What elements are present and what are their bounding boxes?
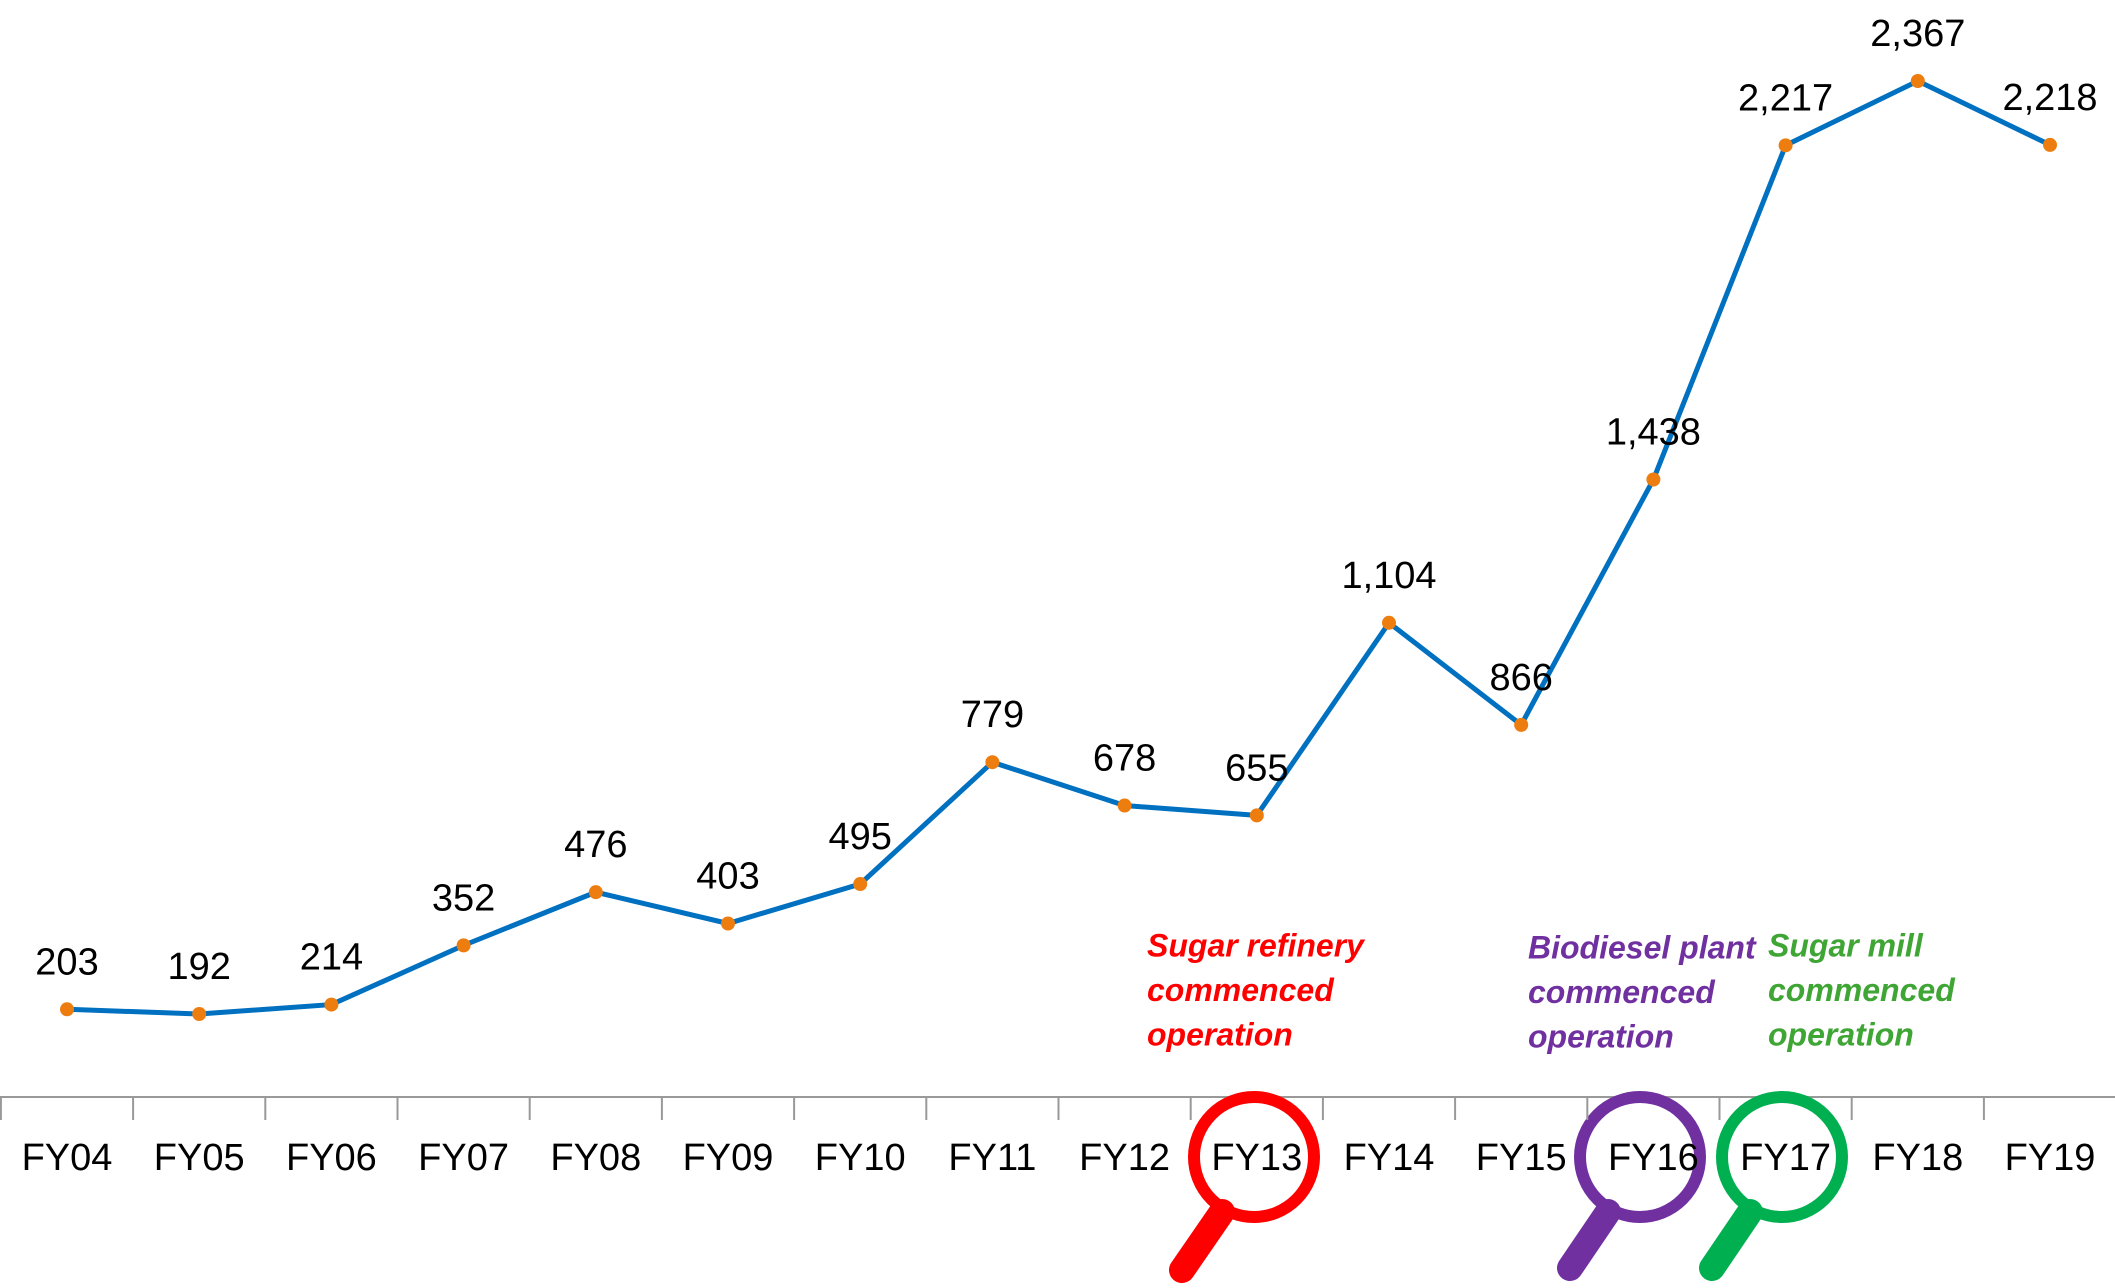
x-tick-label: FY19 [2005, 1137, 2096, 1179]
annotation: commenced [1528, 974, 1716, 1010]
point [588, 885, 603, 900]
x-tick-label: FY13 [1211, 1137, 1302, 1179]
magnifier [1699, 1091, 1848, 1281]
x-tick-label: FY10 [815, 1137, 906, 1179]
point [1646, 472, 1661, 487]
x-tick-label: FY06 [286, 1137, 377, 1179]
point [985, 755, 1000, 770]
point [1910, 74, 1925, 88]
x-tick-label: FY15 [1476, 1137, 1567, 1179]
x-tick-label: FY07 [418, 1137, 509, 1179]
data-label: 495 [828, 816, 891, 858]
data-label: 2,217 [1738, 77, 1833, 119]
data-label: 655 [1225, 747, 1288, 789]
point [324, 997, 339, 1012]
point [2043, 137, 2057, 152]
data-label: 2,218 [2002, 77, 2097, 119]
x-tick-label: FY16 [1608, 1137, 1699, 1179]
point [1249, 808, 1264, 823]
data-label: 1,104 [1341, 555, 1436, 597]
data-label: 476 [564, 824, 627, 866]
annotation: Sugar refinery [1147, 927, 1366, 963]
x-tick-label: FY14 [1344, 1137, 1435, 1179]
annotation: operation [1147, 1016, 1293, 1052]
data-label: 192 [167, 946, 230, 988]
data-label: 2,367 [1870, 13, 1965, 55]
annotation: Sugar mill [1768, 927, 1924, 963]
x-tick-label: FY18 [1872, 1137, 1963, 1179]
point [1514, 717, 1529, 732]
annotation: commenced [1147, 972, 1335, 1008]
data-label: 1,438 [1606, 412, 1701, 454]
annotation: operation [1768, 1016, 1914, 1052]
point [456, 938, 471, 953]
point [853, 877, 868, 892]
data-label: 779 [961, 694, 1024, 736]
annotation: operation [1528, 1018, 1674, 1054]
x-tick-label: FY05 [154, 1137, 245, 1179]
point [60, 1002, 74, 1017]
annotation: Biodiesel plant [1528, 929, 1757, 965]
magnifier [1169, 1091, 1320, 1283]
line [66, 78, 2052, 1017]
x-tick-label: FY12 [1079, 1137, 1170, 1179]
x-tick-label: FY17 [1740, 1137, 1831, 1179]
magnifier [1557, 1091, 1706, 1281]
point [721, 916, 735, 931]
x-tick-label: FY09 [683, 1137, 774, 1179]
data-label: 678 [1093, 738, 1156, 780]
x-tick-label: FY08 [550, 1137, 641, 1179]
x-tick-label: FY04 [22, 1137, 113, 1179]
annotation: commenced [1768, 972, 1956, 1008]
point [192, 1007, 207, 1021]
data-label: 403 [696, 856, 759, 898]
data-label: 866 [1489, 657, 1552, 699]
point [1778, 138, 1793, 153]
point [1382, 615, 1396, 630]
data-label: 352 [432, 877, 495, 919]
data-label: 214 [300, 937, 363, 979]
data-label: 203 [35, 941, 98, 983]
x-tick-label: FY11 [948, 1137, 1036, 1179]
magnifiers [1169, 1091, 1848, 1283]
point [1117, 798, 1132, 813]
